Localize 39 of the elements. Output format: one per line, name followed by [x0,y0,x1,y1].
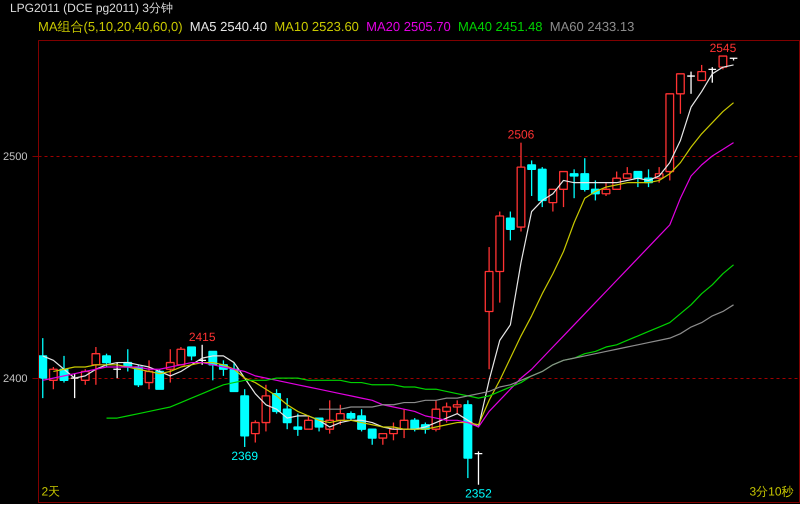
candlestick [506,210,515,242]
text: MA10 2523.60 [274,19,359,34]
text: MA60 2433.13 [550,19,634,34]
annotation: 2369 [231,448,258,463]
candlestick [70,373,80,399]
candlestick [686,70,696,94]
annotation: 2506 [508,128,535,142]
y-tick-label: 2500 [3,151,28,163]
candlestick [622,166,632,179]
candlestick [112,362,122,379]
candlestick [102,353,111,368]
candlestick [198,344,207,366]
candlestick [187,346,196,361]
candlestick [474,450,483,486]
annotation: 2天 [42,484,60,498]
candlestick [155,368,164,390]
text: 3分10秒 [749,484,794,498]
y-tick-label: 2400 [3,373,28,386]
candlestick [91,346,100,386]
legend-title: MA组合(5,10,20,40,60,0) [38,19,183,34]
candlestick [708,66,717,84]
candlestick [527,160,536,197]
annotation: 2415 [188,330,216,344]
candlestick [293,413,302,437]
candlestick [144,360,154,390]
candlestick [452,400,462,414]
candlestick [570,168,579,199]
annotation: 2352 [465,486,492,501]
annotation: 2545 [710,41,737,56]
line-series [318,304,734,410]
line-series [106,264,734,419]
candlestick [304,415,313,430]
candlestick [718,55,728,70]
text: MA5 2540.40 [190,19,268,34]
candlestick [676,73,685,114]
candlestick [697,64,706,82]
chart-title: LPG2011 (DCE pg2011) 3分钟 [10,1,173,15]
text: MA40 2451.48 [458,19,543,34]
text: MA20 2505.70 [366,19,451,34]
